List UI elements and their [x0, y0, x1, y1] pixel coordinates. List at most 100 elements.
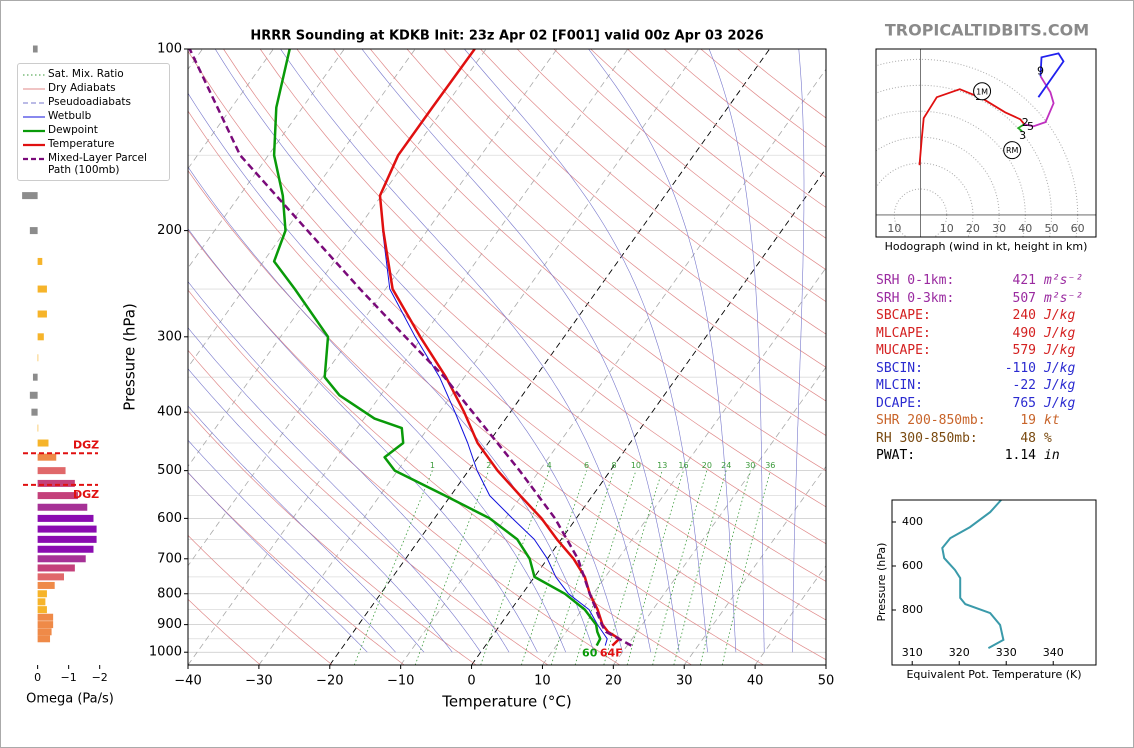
stat-unit: J/kg: [1044, 360, 1076, 376]
sounding-line: [382, 230, 608, 646]
omega-bar: [37, 424, 39, 432]
y-tick-label: 800: [157, 586, 182, 601]
omega-bar: [37, 492, 78, 500]
stat-label: SRH 0-3km:: [876, 290, 955, 306]
thetae-x-tick-label: 340: [1043, 646, 1064, 659]
mixing-ratio-line: [721, 470, 771, 665]
pseudoadiabat: [464, 49, 708, 653]
mixing-ratio-line: [699, 470, 751, 665]
stat-value: 240: [1012, 308, 1036, 324]
isotherm: [188, 49, 629, 665]
legend-label: Temperature: [48, 138, 115, 150]
thetae-frame: [891, 499, 1097, 666]
hodo-trace: [1023, 75, 1055, 128]
dry-adiabat: [188, 534, 333, 665]
omega-bar: [37, 628, 52, 636]
isotherm: [188, 49, 558, 567]
stat-unit: %: [1044, 430, 1052, 446]
stat-value: 421: [1012, 273, 1036, 289]
mixing-ratio-line: [414, 470, 490, 665]
pseudoadiabat: [280, 49, 652, 653]
legend-label: Sat. Mix. Ratio: [48, 68, 124, 80]
stat-label: SBCIN:: [876, 360, 923, 376]
mixing-ratio-line: [626, 470, 684, 665]
thetae-x-tick-label: 330: [996, 646, 1017, 659]
stat-unit: in: [1044, 448, 1060, 464]
legend-item: Dewpoint: [22, 124, 165, 136]
stat-row: SHR 200-850mb: 19 kt: [876, 412, 1083, 430]
stat-unit: m²s⁻²: [1044, 273, 1084, 289]
legend-item: Dry Adiabats: [22, 82, 165, 94]
dry-adiabat: [188, 110, 826, 661]
isotherm: [188, 49, 345, 269]
omega-bar: [37, 555, 86, 563]
y-axis-label: Pressure (hPa): [121, 303, 139, 411]
mixing-ratio-label: 13: [657, 461, 667, 470]
stat-unit: J/kg: [1044, 308, 1076, 324]
y-tick-label: 900: [157, 617, 182, 632]
legend-label: Dry Adiabats: [48, 82, 116, 94]
legend-swatch: [23, 129, 45, 133]
omega-bar: [37, 535, 97, 543]
omega-tick-label: −1: [61, 671, 77, 684]
pseudoadiabat: [188, 405, 425, 653]
hodograph-label: Hodograph (wind in kt, height in km): [885, 240, 1088, 253]
stats-table: SRH 0-1km: 421 m²s⁻² SRH 0-3km: 507 m²s⁻² SBCA…: [876, 272, 1083, 465]
dry-adiabat: [188, 410, 477, 665]
mixing-ratio-label: 1: [430, 461, 435, 470]
omega-bar: [29, 391, 38, 399]
sounding-line: [188, 49, 632, 647]
legend-label: Dewpoint: [48, 124, 98, 136]
stat-unit: m²s⁻²: [1044, 290, 1084, 306]
storm-motion-label: 1M: [976, 87, 988, 96]
stat-value: -22: [1012, 378, 1036, 394]
mixing-ratio-label: 20: [702, 461, 712, 470]
omega-bar: [32, 373, 38, 381]
stat-value: 579: [1012, 343, 1036, 359]
omega-bar: [37, 503, 88, 511]
hodo-trace: [918, 88, 1025, 166]
chart-title: HRRR Sounding at KDKB Init: 23z Apr 02 […: [250, 29, 763, 44]
hodo-tick-label: 60: [1071, 222, 1085, 235]
omega-bar: [37, 621, 54, 629]
mixing-ratio-label: 24: [721, 461, 731, 470]
hodo-tick-label: 40: [1018, 222, 1032, 235]
dry-adiabat: [443, 49, 826, 368]
hodo-trace: [1037, 52, 1065, 98]
legend-item: Pseudoadiabats: [22, 96, 165, 108]
mixing-ratio-line: [480, 470, 550, 665]
y-tick-label: 1000: [149, 645, 182, 660]
pseudoadiabat: [188, 439, 396, 653]
storm-motion: [973, 82, 992, 101]
omega-bar: [29, 227, 38, 235]
x-tick-label: 30: [676, 674, 693, 689]
omega-bar: [37, 573, 64, 581]
mixing-ratio-label: 8: [612, 461, 617, 470]
omega-bar: [37, 514, 94, 522]
mixing-ratio-line: [574, 470, 637, 665]
mixing-ratio-line: [652, 470, 708, 665]
omega-tick-label: 0: [34, 671, 41, 684]
mixing-ratio-label: 16: [678, 461, 688, 470]
hodo-tick-label: 10: [940, 222, 954, 235]
stat-unit: kt: [1044, 413, 1060, 429]
legend-swatch: [23, 143, 45, 147]
y-tick-label: 400: [157, 405, 182, 420]
stat-row: MLCIN: -22 J/kg: [876, 377, 1083, 395]
stat-label: RH 300-850mb:: [876, 430, 978, 446]
stat-label: DCAPE:: [876, 395, 923, 411]
hodo-tick-label: 10: [887, 222, 901, 235]
stat-value: 765: [1012, 395, 1036, 411]
legend-item: Sat. Mix. Ratio: [22, 68, 165, 80]
stat-value: -110: [1004, 360, 1036, 376]
x-tick-label: −10: [387, 674, 414, 689]
x-axis-label: Temperature (°C): [441, 693, 571, 711]
omega-bar: [37, 525, 97, 533]
hodo-frame: [875, 48, 1097, 238]
stat-row: SBCAPE: 240 J/kg: [876, 307, 1083, 325]
pseudoadiabat: [188, 368, 453, 653]
storm-motion: [1003, 141, 1022, 160]
stat-label: MUCAPE:: [876, 343, 931, 359]
dry-adiabat: [296, 49, 826, 508]
